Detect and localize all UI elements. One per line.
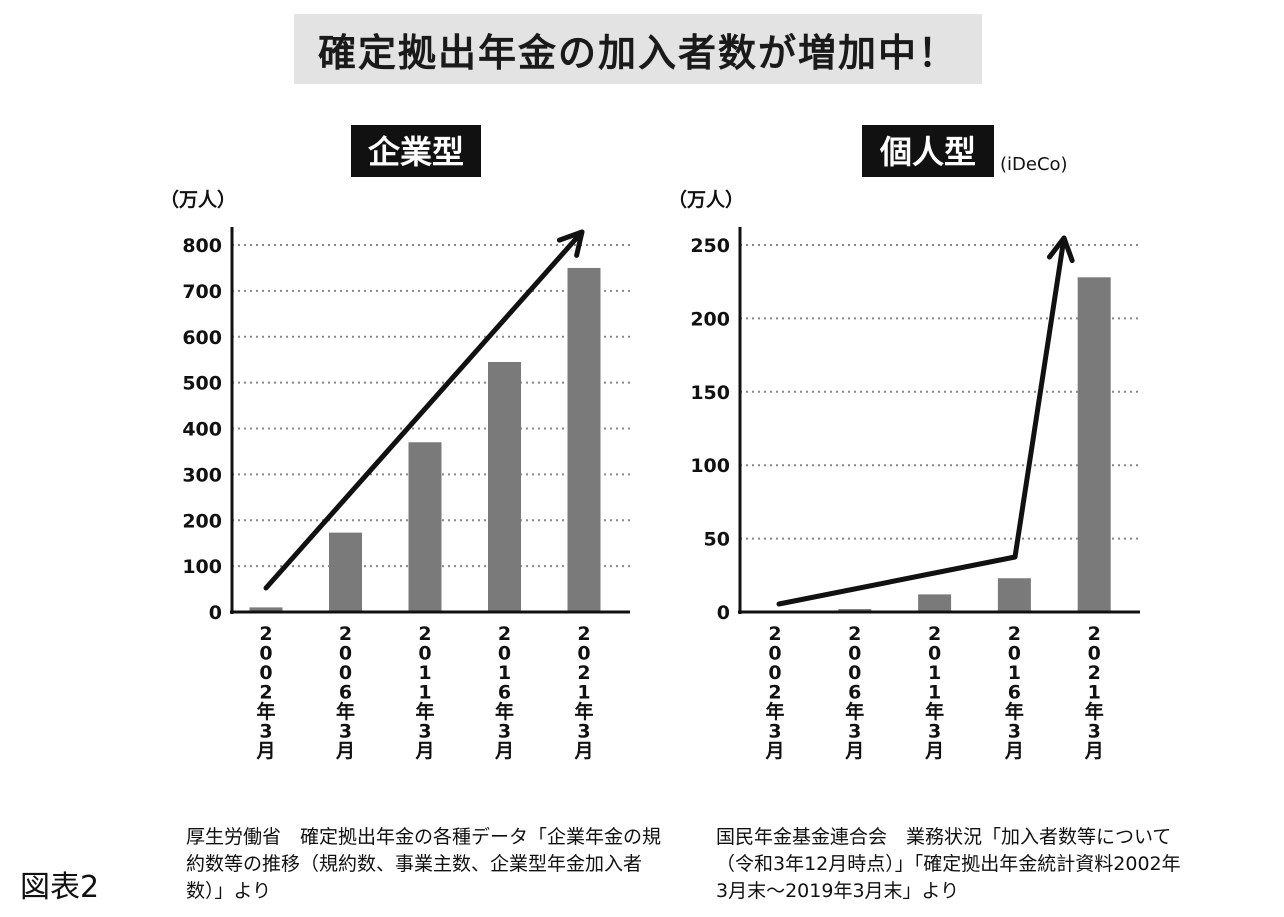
bar: [329, 532, 362, 612]
chart-title: 個人型: [879, 133, 976, 171]
trend-arrow-line: [263, 229, 585, 591]
y-tick-label: 300: [182, 464, 222, 486]
trend-arrow-head: [556, 229, 585, 258]
y-tick-label: 250: [690, 235, 730, 257]
y-tick-label: 200: [690, 308, 730, 330]
bar: [918, 594, 952, 612]
ideco-chart: 個人型 (iDeCo) （万人） 0 50 100 150 200 250 2 0 0 2 年 3 月 2 0 0 6…: [668, 125, 1140, 762]
y-tick-label: 0: [717, 602, 730, 624]
bar: [997, 578, 1031, 612]
source-note-corporate: 厚生労働省 確定拠出年金の各種データ「企業年金の規約数等の推移（規約数、事業主数…: [186, 826, 662, 902]
corporate-dc-chart: 企業型 （万人） 0 100 200 300 400 500 600 700 800 2 0 0 2 年 3 月 2…: [160, 125, 630, 762]
y-tick-label: 500: [182, 373, 222, 395]
chart-title-box: [862, 125, 994, 177]
y-axis-unit-label: （万人）: [668, 188, 744, 211]
bar: [567, 267, 601, 612]
y-tick-label: 100: [182, 556, 222, 578]
chart-subtitle: (iDeCo): [1000, 154, 1068, 175]
page-banner: 確定拠出年金の加入者数が増加中！: [294, 14, 982, 84]
y-tick-label: 100: [690, 455, 730, 477]
bar: [488, 361, 521, 612]
y-tick-label: 150: [690, 382, 730, 404]
bar: [249, 607, 283, 612]
bar: [1077, 277, 1111, 612]
y-tick-label: 0: [209, 602, 222, 624]
bar: [408, 442, 442, 612]
trend-arrow-head: [1046, 235, 1075, 264]
trend-arrow-line: [776, 235, 1067, 607]
y-tick-label: 50: [704, 529, 730, 551]
y-tick-label: 700: [182, 281, 222, 303]
figure-label: 図表2: [20, 870, 100, 905]
source-note-ideco: 国民年金基金連合会 業務状況「加入者数等について（令和3年12月時点）」「確定拠…: [716, 826, 1181, 902]
y-tick-label: 400: [182, 419, 222, 441]
chart-title: 企業型: [368, 133, 464, 171]
y-axis-unit-label: （万人）: [160, 188, 236, 211]
y-tick-label: 800: [182, 235, 222, 257]
y-tick-label: 600: [182, 327, 222, 349]
chart-title-box: [351, 125, 481, 177]
y-tick-label: 200: [182, 510, 222, 532]
